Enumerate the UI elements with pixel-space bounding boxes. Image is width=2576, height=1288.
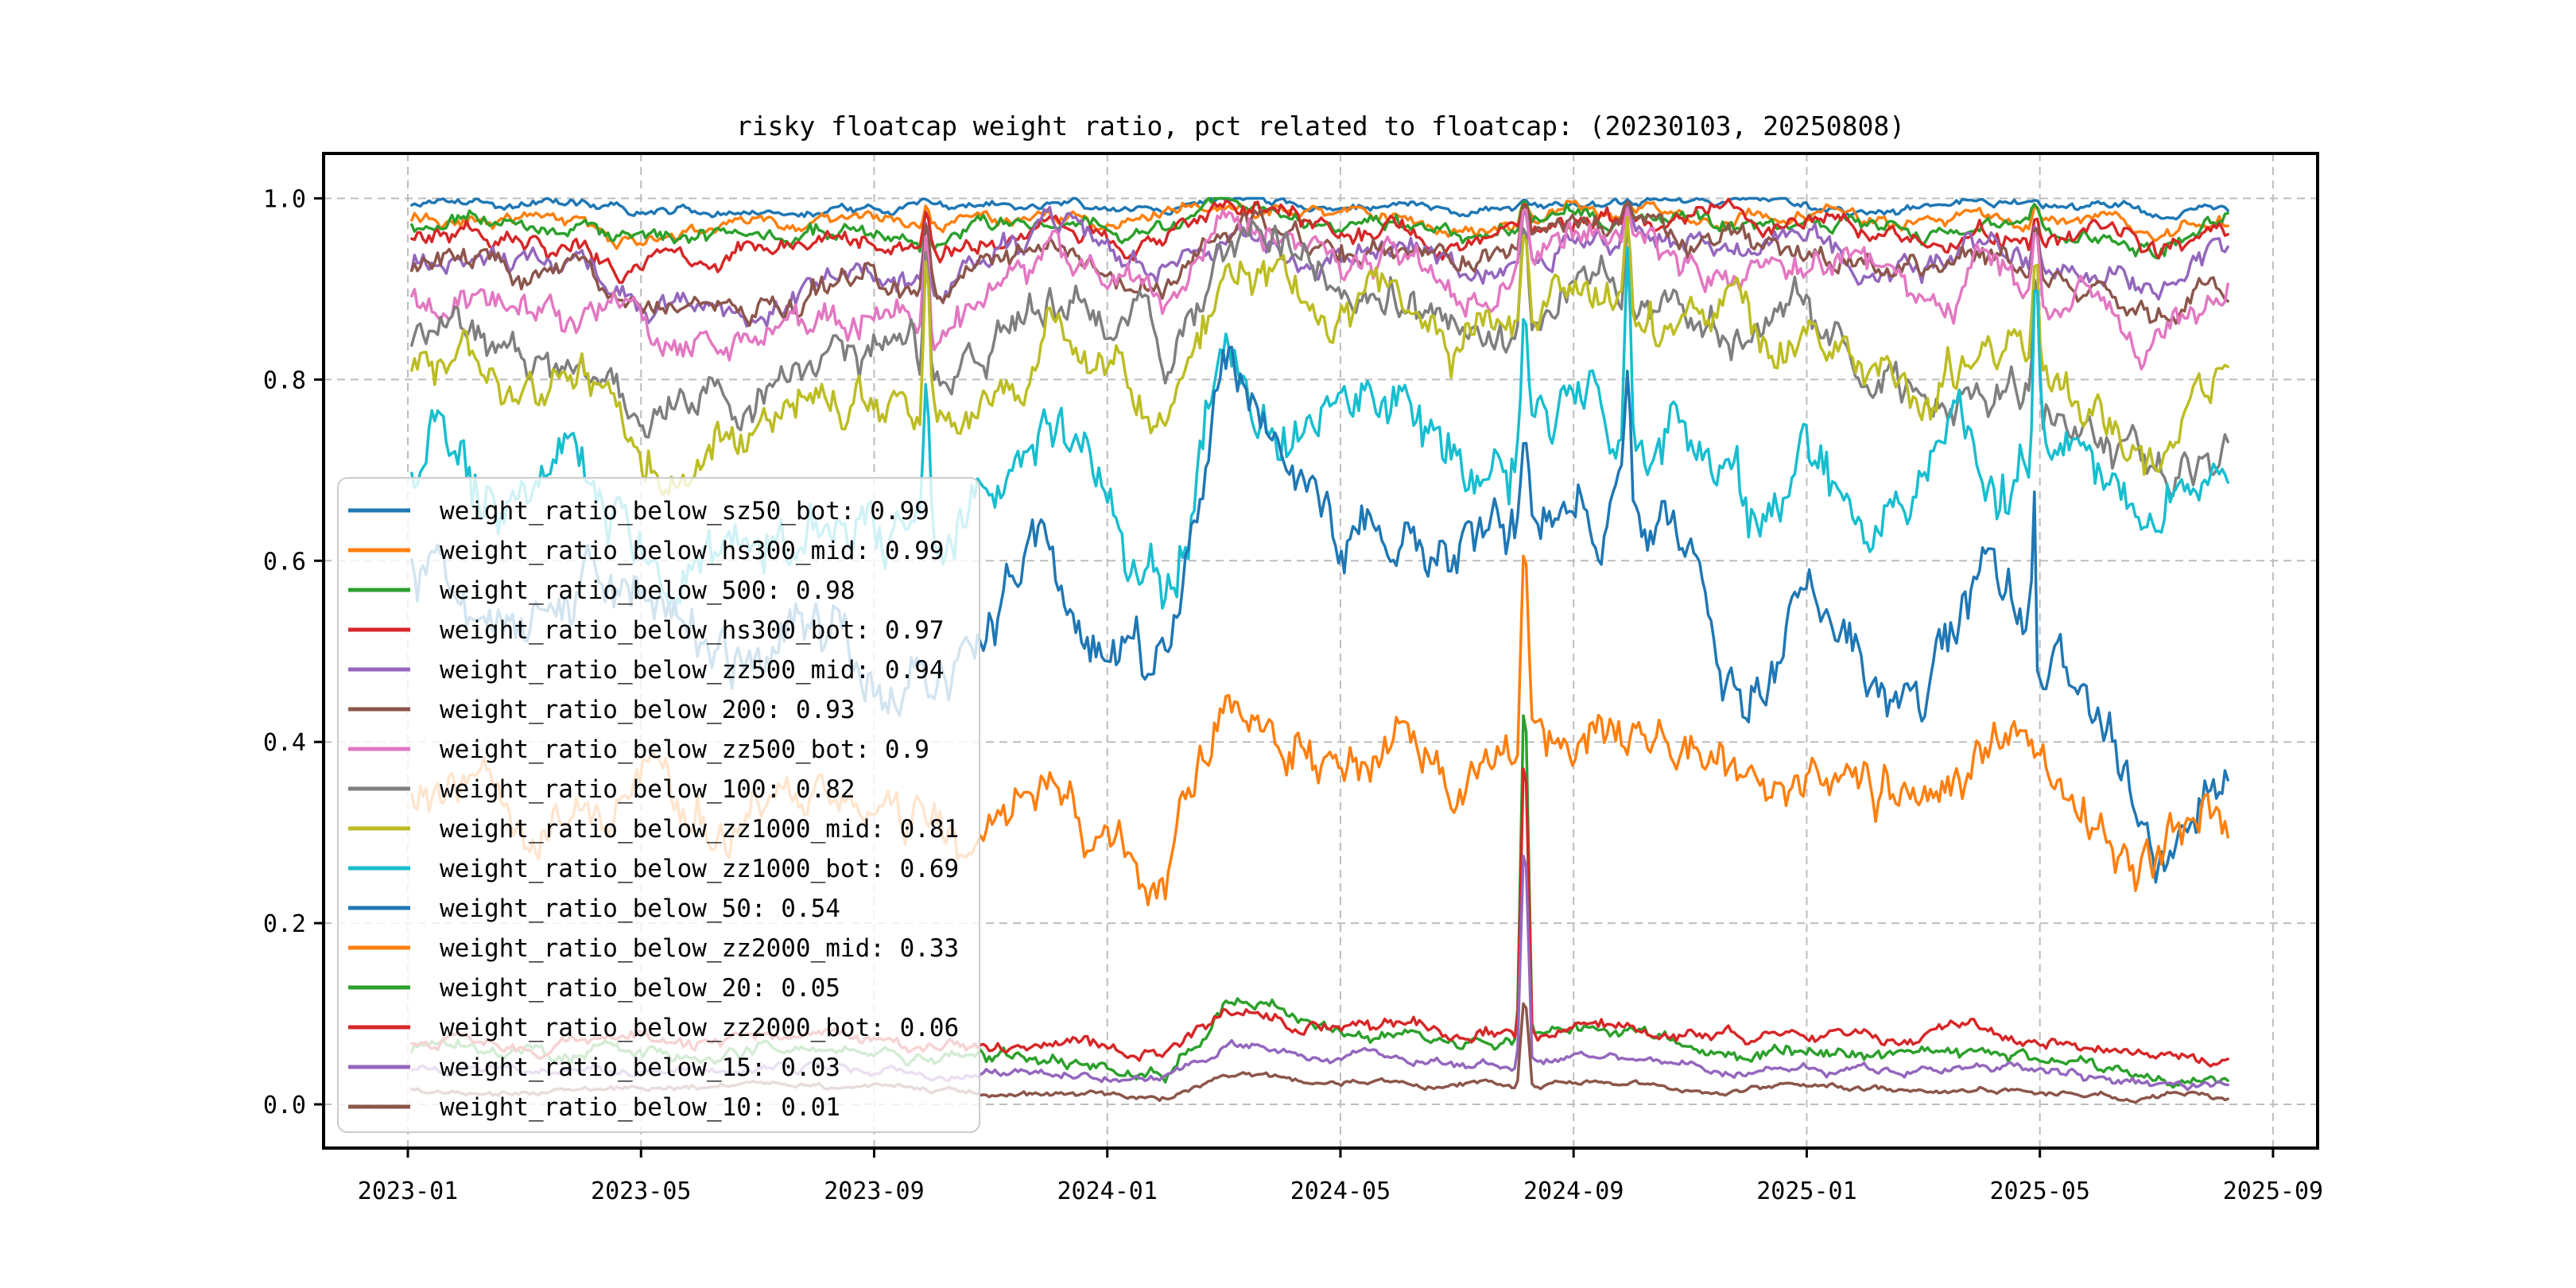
x-tick-label: 2023-01 xyxy=(358,1177,458,1205)
legend-label: weight_ratio_below_50: 0.54 xyxy=(440,894,840,923)
legend-label: weight_ratio_below_sz50_bot: 0.99 xyxy=(440,497,929,526)
series-line-weight_ratio_below_100 xyxy=(410,219,2229,498)
x-tick-label: 2025-05 xyxy=(1989,1177,2089,1205)
chart-title: risky floatcap weight ratio, pct related… xyxy=(736,111,1905,142)
legend-item: weight_ratio_below_zz500_mid: 0.94 xyxy=(348,656,945,685)
legend-label: weight_ratio_below_15: 0.03 xyxy=(440,1053,840,1082)
legend-item: weight_ratio_below_zz2000_mid: 0.33 xyxy=(348,934,959,963)
legend-label: weight_ratio_below_zz500_bot: 0.9 xyxy=(440,735,929,764)
legend-label: weight_ratio_below_hs300_bot: 0.97 xyxy=(440,616,945,645)
y-tick-label: 0.8 xyxy=(263,367,306,394)
legend-item: weight_ratio_below_hs300_mid: 0.99 xyxy=(348,537,945,565)
legend-label: weight_ratio_below_zz2000_bot: 0.06 xyxy=(440,1014,959,1042)
legend-label: weight_ratio_below_zz2000_mid: 0.33 xyxy=(440,934,959,963)
legend-label: weight_ratio_below_hs300_mid: 0.99 xyxy=(440,537,945,565)
legend-item: weight_ratio_below_sz50_bot: 0.99 xyxy=(348,497,929,526)
legend-item: weight_ratio_below_zz1000_mid: 0.81 xyxy=(348,815,959,844)
series-layer xyxy=(410,196,2229,1104)
legend-item: weight_ratio_below_200: 0.93 xyxy=(348,696,855,724)
y-tick-label: 1.0 xyxy=(263,186,306,214)
legend-label: weight_ratio_below_10: 0.01 xyxy=(440,1093,840,1122)
legend-item: weight_ratio_below_hs300_bot: 0.97 xyxy=(348,616,945,645)
legend-label: weight_ratio_below_zz500_mid: 0.94 xyxy=(440,656,945,685)
tick-layer: 2023-01 2023-05 2023-09 2024-01 2024-05 2024-… xyxy=(263,186,2323,1206)
y-tick-label: 0.6 xyxy=(263,548,306,576)
series-line-weight_ratio_below_sz50_bot xyxy=(410,196,2229,221)
legend-item: weight_ratio_below_100: 0.82 xyxy=(348,775,855,804)
legend-label: weight_ratio_below_zz1000_bot: 0.69 xyxy=(440,855,959,883)
y-tick-label: 0.4 xyxy=(263,729,306,757)
legend-item: weight_ratio_below_15: 0.03 xyxy=(348,1053,840,1082)
legend-item: weight_ratio_below_zz2000_bot: 0.06 xyxy=(348,1014,959,1042)
x-tick-label: 2023-05 xyxy=(591,1177,691,1205)
x-tick-label: 2024-09 xyxy=(1523,1177,1624,1205)
legend-label: weight_ratio_below_500: 0.98 xyxy=(440,576,855,605)
x-tick-label: 2023-09 xyxy=(824,1177,924,1205)
series-line-weight_ratio_below_200 xyxy=(410,201,2229,328)
plot-frame xyxy=(322,152,2319,1150)
series-line-weight_ratio_below_zz500_bot xyxy=(410,207,2229,370)
legend-item: weight_ratio_below_20: 0.05 xyxy=(348,974,840,1003)
legend-box xyxy=(337,477,980,1133)
legend-item: weight_ratio_below_50: 0.54 xyxy=(348,894,840,923)
series-line-weight_ratio_below_zz1000_mid xyxy=(410,215,2229,497)
x-tick-label: 2025-09 xyxy=(2223,1177,2323,1205)
legend-label: weight_ratio_below_zz1000_mid: 0.81 xyxy=(440,815,959,844)
x-tick-label: 2024-05 xyxy=(1290,1177,1391,1205)
legend-item: weight_ratio_below_zz1000_bot: 0.69 xyxy=(348,855,959,883)
legend-item: weight_ratio_below_zz500_bot: 0.9 xyxy=(348,735,929,764)
y-tick-label: 0.0 xyxy=(263,1092,306,1119)
series-line-weight_ratio_below_500 xyxy=(410,196,2229,260)
legend-item: weight_ratio_below_10: 0.01 xyxy=(348,1093,840,1122)
legend-label: weight_ratio_below_200: 0.93 xyxy=(440,696,855,724)
series-line-weight_ratio_below_zz500_mid xyxy=(410,205,2229,328)
series-line-weight_ratio_below_hs300_bot xyxy=(410,197,2229,285)
legend-label: weight_ratio_below_100: 0.82 xyxy=(440,775,855,804)
legend-item: weight_ratio_below_500: 0.98 xyxy=(348,576,855,605)
x-tick-label: 2024-01 xyxy=(1057,1177,1158,1205)
legend-label: weight_ratio_below_20: 0.05 xyxy=(440,974,840,1003)
legend: weight_ratio_below_sz50_bot: 0.99 weight_… xyxy=(337,477,980,1133)
y-tick-label: 0.2 xyxy=(263,910,306,938)
x-tick-label: 2025-01 xyxy=(1756,1177,1856,1205)
